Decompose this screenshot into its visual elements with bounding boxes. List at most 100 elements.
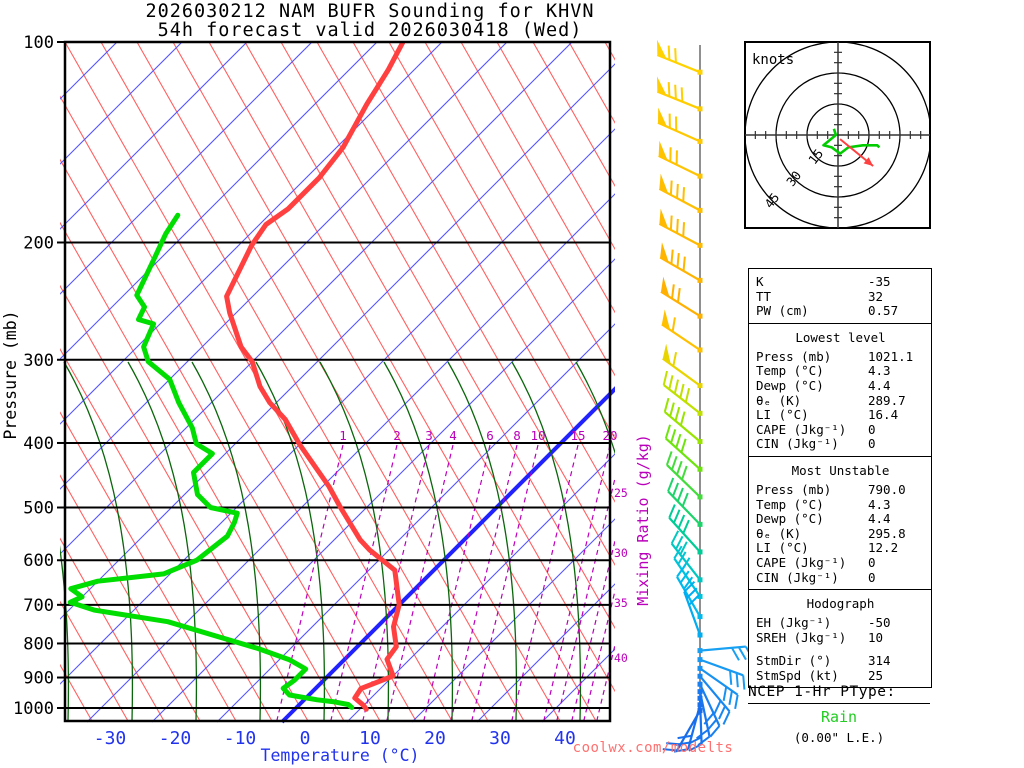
wind-barb [656,39,701,74]
moist-adiabat-curve [127,361,198,722]
moist-adiabat-curve [191,361,262,722]
mixing-ratio-right-label: 30 [614,546,628,560]
wind-barb [658,140,701,178]
stat-label: TT [756,288,772,304]
isotherm-line [60,42,313,295]
stats-section-0: K -35 TT 32 PW (cm) 0.57 [749,269,931,324]
stat-value: 32 [868,288,884,304]
isotherm-line [165,258,615,709]
y-axis-title: Pressure (mb) [1,310,20,439]
mixing-ratio-line [556,475,615,722]
mixing-ratio-right-label: 40 [614,651,628,665]
dry-adiabat-line [460,42,615,314]
barb-station-dot [697,439,703,445]
pressure-tick-label: 1000 [13,699,54,719]
sounding-traces [67,42,406,712]
wind-barb [670,530,701,581]
stats-row: PW (cm) 0.57 [756,303,925,318]
dry-adiabat-line [60,411,237,722]
isotherm-line [100,193,615,709]
wind-barb [658,208,701,247]
dry-adiabat-line [532,42,615,188]
moist-adiabat-curve [511,361,582,722]
isotherm-line [411,707,427,723]
dewpoint-trace [67,212,355,710]
isotherm-line [216,707,232,723]
stat-value: 10 [868,629,884,645]
isotherm-line [60,42,378,360]
dry-adiabat-line [316,42,615,566]
barb-station-dot [697,521,703,527]
barb-station-dot [697,673,703,679]
mixing-ratio-label: 15 [570,428,585,443]
dry-adiabat-line [208,42,597,722]
stat-value: -50 [868,615,891,631]
stats-section-3: Hodograph EH (Jkg⁻¹) -50 SREH (Jkg⁻¹) 10 StmD… [749,590,931,687]
pressure-tick-label: 100 [23,33,54,53]
temp-tick-label: 20 [424,728,446,749]
stats-row: LI (°C) 12.2 [756,540,925,555]
stat-value: 1021.1 [868,348,914,364]
mixing-ratio-label: 6 [486,428,494,443]
barb-station-dot [697,689,703,695]
isotherm-line [490,583,615,709]
isotherm-line [60,63,615,620]
watermark-link[interactable]: coolwx.com/modelts [572,740,734,756]
dry-adiabat-line [244,42,615,693]
storm-motion-arrowhead [863,157,874,166]
isotherm-line [60,42,248,230]
stat-label: CIN (Jkg⁻¹) [756,436,839,452]
mixing-ratio-right-label: 35 [614,596,628,610]
barb-station-dot [697,657,703,663]
stat-label: StmDir (°) [756,653,832,669]
barb-station-dot [697,577,703,583]
ptype-value: Rain [820,708,858,726]
stats-section-title: Most Unstable [791,462,890,478]
skewt-background [60,42,615,724]
mixing-ratio-axis-title: Mixing Ratio (g/kg) [634,434,652,606]
stats-section-title: Lowest level [795,329,886,345]
barb-station-dot [697,614,703,620]
mixing-ratio-label: 20 [602,428,617,443]
isotherm-line [86,707,102,723]
barb-station-dot [697,494,703,500]
pressure-tick-label: 700 [23,596,54,616]
barb-station-dot [697,549,703,555]
wind-barb [699,658,746,690]
pressure-tick-label: 400 [23,434,54,454]
stat-value: 16.4 [868,407,899,423]
mixing-ratio-line [543,444,611,722]
barb-station-dot [697,648,703,654]
wind-barb [662,370,701,415]
wind-barb [659,242,701,282]
wind-barb [658,173,701,212]
temperature-trace [224,42,406,712]
stat-label: LI (°C) [756,407,809,423]
stat-value: 4.4 [868,511,891,527]
stat-value: 0 [868,421,876,437]
wind-barb [662,343,701,387]
wind-barb [668,504,701,553]
hodograph-trace [822,128,881,155]
wind-barb-column [656,39,754,753]
ptype-panel: NCEP 1-Hr PType: Rain (0.00" L.E.) [748,684,930,745]
stat-label: Temp (°C) [756,363,824,379]
mixing-ratio-line [330,444,398,722]
barb-station-dot [697,277,703,283]
stat-label: Dewp (°C) [756,511,824,527]
stats-row: Press (mb) 790.0 [756,482,925,497]
stats-row: StmSpd (kt) 25 [756,668,925,683]
hodograph-ring-label: 30 [783,168,804,189]
stat-label: PW (cm) [756,303,809,319]
dry-adiabat-line [388,42,615,440]
stat-value: 25 [868,667,884,683]
wind-barb [657,107,701,143]
stats-row: Dewp (°C) 4.4 [756,378,925,393]
wind-barb [667,477,701,526]
wind-barb [699,667,739,710]
mixing-ratio-line [596,642,615,722]
stat-value: -35 [868,274,891,289]
barb-station-dot [697,681,703,687]
stats-row: CIN (Jkg⁻¹) 0 [756,436,925,451]
